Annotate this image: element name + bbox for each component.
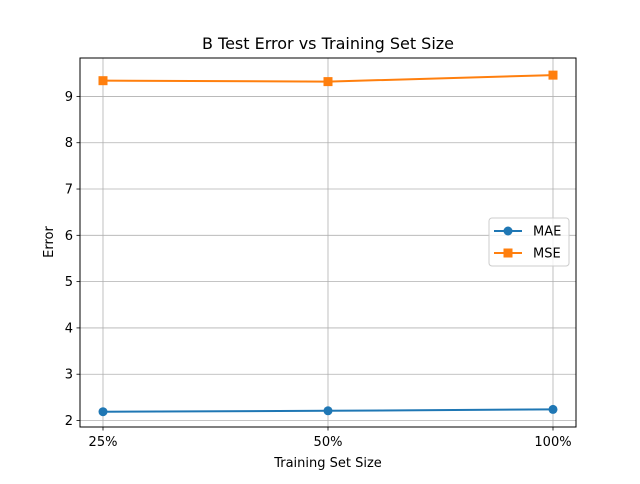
data-point-mae	[98, 407, 108, 417]
y-tick-label: 6	[65, 229, 73, 244]
legend-label-mse: MSE	[533, 247, 561, 262]
legend-entries: MAE MSE	[494, 225, 561, 262]
legend-marker-mse	[503, 248, 513, 258]
x-axis-label: Training Set Size	[273, 456, 382, 471]
y-tick-label: 5	[65, 275, 73, 290]
data-point-mse	[323, 77, 333, 87]
y-tick-label: 2	[65, 414, 73, 429]
y-tick-label: 8	[65, 136, 73, 151]
y-axis-label: Error	[42, 226, 57, 258]
y-tick-label: 9	[65, 90, 73, 105]
x-tick-label: 50%	[314, 435, 343, 450]
series-layer	[98, 70, 558, 417]
data-point-mse	[548, 70, 558, 80]
x-tick-label: 100%	[534, 435, 571, 450]
chart-title: B Test Error vs Training Set Size	[202, 34, 454, 53]
data-point-mse	[98, 76, 108, 86]
legend-label-mae: MAE	[533, 225, 561, 240]
legend-marker-mae	[503, 226, 513, 236]
data-point-mae	[548, 404, 558, 414]
ticks: 2 3 4 5 6 7 8 9 25% 50% 100%	[65, 90, 572, 450]
y-tick-label: 3	[65, 368, 73, 383]
x-tick-label: 25%	[89, 435, 118, 450]
legend: MAE MSE	[488, 217, 570, 267]
y-tick-label: 4	[65, 321, 73, 336]
data-point-mae	[323, 406, 333, 416]
y-tick-label: 7	[65, 183, 73, 198]
